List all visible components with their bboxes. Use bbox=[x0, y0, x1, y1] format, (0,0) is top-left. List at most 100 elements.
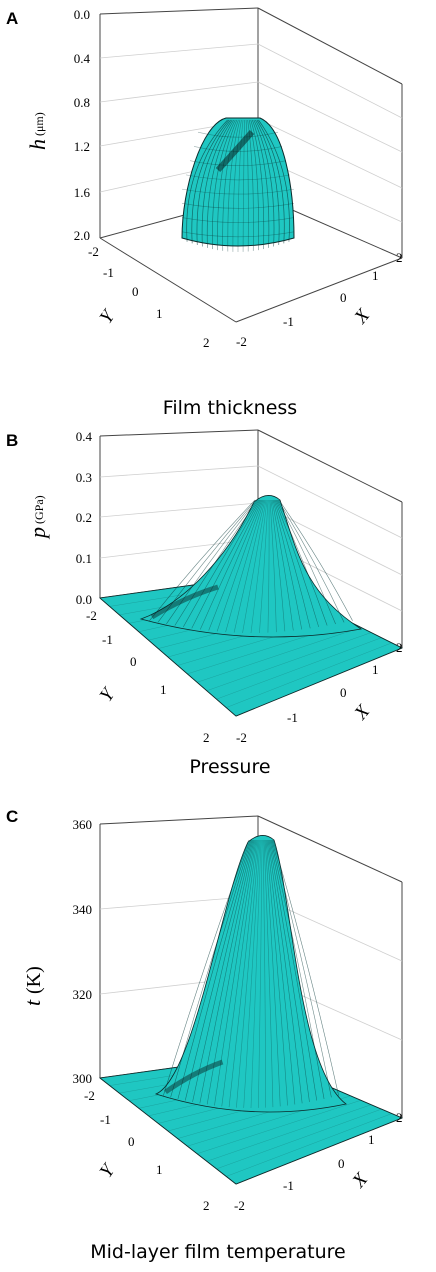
z-tick-a-1: 0.4 bbox=[74, 51, 91, 66]
surface-b-mesh bbox=[233, 499, 266, 633]
x-tick-b-2: 0 bbox=[340, 685, 347, 700]
surface-c-fold bbox=[164, 1059, 224, 1095]
z-label-c: t (K) bbox=[20, 966, 45, 1006]
surface-b-mesh bbox=[208, 499, 263, 631]
y-tick-a-2: 0 bbox=[132, 284, 139, 299]
surface-a-ring bbox=[185, 174, 291, 181]
surface-c-mesh bbox=[184, 839, 253, 1101]
surface-a-dimple bbox=[215, 130, 255, 173]
y-tick-c-2: 0 bbox=[128, 1134, 135, 1149]
x-tick-b-3: 1 bbox=[372, 662, 379, 677]
x-tick-c-3: 1 bbox=[368, 1132, 375, 1147]
surface-a-mesh bbox=[196, 119, 231, 246]
z-label-a: h (μm) bbox=[25, 112, 50, 150]
x-tick-c-2: 0 bbox=[338, 1156, 345, 1171]
surface-b-fold bbox=[150, 584, 219, 620]
surface-b-peak bbox=[139, 495, 363, 638]
z-tick-b-2: 0.2 bbox=[76, 510, 92, 525]
y-tick-b-2: 0 bbox=[130, 654, 137, 669]
surface-a-mesh bbox=[227, 119, 241, 252]
surface-a-ring bbox=[181, 203, 295, 209]
y-label-b: Y bbox=[96, 683, 121, 706]
z-tick-a-2: 0.8 bbox=[74, 95, 90, 110]
x-label-c: X bbox=[348, 1168, 373, 1192]
z-tick-a-0: 0.0 bbox=[74, 7, 90, 22]
y-tick-a-4: 2 bbox=[203, 335, 210, 350]
surface-b-floor-mesh bbox=[197, 627, 361, 683]
z-label-b: p (GPa) bbox=[25, 495, 50, 540]
surface-a-mesh bbox=[201, 119, 233, 247]
svg-text:(μm): (μm) bbox=[32, 112, 46, 136]
surface-a-mesh bbox=[258, 119, 290, 242]
surface-b bbox=[99, 495, 403, 717]
y-tick-a-0: -2 bbox=[88, 244, 99, 259]
surface-b-floor-mesh bbox=[206, 632, 372, 691]
surface-a-mesh bbox=[248, 119, 259, 251]
x-tick-b-4: 2 bbox=[396, 640, 403, 655]
panel-letter-c: C bbox=[6, 807, 18, 826]
y-tick-b-1: -1 bbox=[102, 632, 113, 647]
surface-c-mesh bbox=[214, 839, 257, 1106]
surface-a-mesh bbox=[255, 119, 280, 246]
x-tick-b-1: -1 bbox=[287, 710, 298, 725]
x-tick-a-3: 1 bbox=[372, 268, 379, 283]
surface-c-mesh bbox=[243, 839, 261, 1108]
surface-a-mesh bbox=[222, 119, 239, 251]
surface-c-mesh bbox=[266, 839, 296, 1105]
surface-a-mesh bbox=[232, 119, 242, 252]
surface-b-mesh bbox=[272, 499, 303, 630]
surface-a-ring bbox=[181, 188, 295, 195]
y-label-a: Y bbox=[96, 305, 121, 328]
surface-a-mesh bbox=[253, 119, 275, 247]
x-tick-c-4: 2 bbox=[396, 1110, 403, 1125]
surface-b-mesh bbox=[276, 499, 336, 625]
surface-b-mesh bbox=[149, 499, 256, 621]
surface-c-mesh bbox=[269, 839, 318, 1101]
surface-c-mesh bbox=[258, 839, 263, 1108]
surface-a-mesh bbox=[217, 119, 238, 251]
caption-b: Pressure bbox=[189, 756, 270, 778]
surface-a-mesh bbox=[251, 119, 270, 248]
surface-c-mesh bbox=[163, 839, 250, 1096]
z-tick-b-0: 0.0 bbox=[76, 592, 92, 607]
surface-a-body bbox=[181, 117, 295, 247]
x-tick-a-1: -1 bbox=[283, 314, 294, 329]
surface-a-mesh bbox=[242, 119, 245, 252]
surface-b-mesh bbox=[270, 499, 286, 632]
surface-b-mesh bbox=[259, 499, 269, 633]
z-tick-b-1: 0.1 bbox=[76, 551, 92, 566]
surface-b-mesh bbox=[275, 499, 328, 626]
surface-b-floor-mesh bbox=[216, 637, 382, 700]
surface-a-mesh bbox=[237, 119, 244, 253]
z-tick-a-5: 2.0 bbox=[74, 228, 90, 243]
y-tick-b-3: 1 bbox=[160, 682, 167, 697]
surface-c-mesh bbox=[272, 839, 339, 1096]
surface-c-mesh bbox=[270, 839, 325, 1100]
surface-b-mesh bbox=[166, 499, 258, 625]
z-tick-b-4: 0.4 bbox=[76, 429, 93, 444]
surface-c-mesh bbox=[265, 839, 288, 1106]
y-tick-b-0: -2 bbox=[86, 608, 97, 623]
x-tick-a-4: 2 bbox=[396, 250, 403, 265]
y-tick-c-1: -1 bbox=[100, 1112, 111, 1127]
z-tick-c-3: 360 bbox=[73, 817, 93, 832]
surface-a-ring bbox=[197, 131, 279, 138]
svg-text:(GPa): (GPa) bbox=[32, 495, 46, 524]
y-tick-c-3: 1 bbox=[156, 1162, 163, 1177]
surface-b-mesh bbox=[277, 499, 345, 623]
surface-b-mesh bbox=[242, 499, 267, 633]
svg-text:(K): (K) bbox=[23, 966, 45, 994]
surface-c-mesh bbox=[262, 839, 266, 1108]
surface-b-mesh bbox=[250, 499, 268, 634]
svg-text:h: h bbox=[25, 139, 50, 150]
x-tick-c-1: -1 bbox=[283, 1178, 294, 1193]
surface-c-mesh bbox=[268, 839, 310, 1102]
y-tick-c-4: 2 bbox=[203, 1198, 210, 1213]
surface-b-mesh bbox=[225, 499, 265, 633]
surface-b-mesh bbox=[216, 499, 264, 632]
y-tick-b-4: 2 bbox=[203, 730, 210, 745]
z-tick-a-4: 1.6 bbox=[74, 185, 91, 200]
surface-b-mesh bbox=[191, 499, 261, 629]
surface-b-mesh bbox=[267, 499, 270, 633]
panel-letter-b: B bbox=[6, 431, 18, 450]
